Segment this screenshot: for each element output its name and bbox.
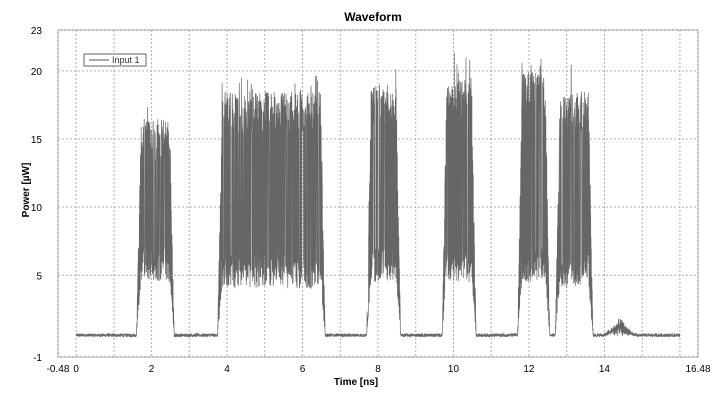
x-tick-label: 16.48 <box>685 364 710 375</box>
x-tick-label: 6 <box>300 364 306 375</box>
series-input-1 <box>75 52 681 339</box>
gridlines <box>57 29 699 358</box>
x-axis-label: Time [ns] <box>334 377 378 388</box>
x-axis-ticks: -0.48 0 2 4 6 8 10 12 14 16.48 <box>47 364 711 375</box>
x-tick-label: 12 <box>523 364 535 375</box>
legend-box <box>83 53 147 67</box>
x-tick-label: 10 <box>448 364 460 375</box>
legend: Input 1 <box>83 53 147 67</box>
y-tick-label: 20 <box>31 67 43 78</box>
x-tick-label: 8 <box>375 364 381 375</box>
y-tick-label: 23 <box>31 26 43 37</box>
chart-title: Waveform <box>344 10 402 24</box>
x-tick-label: -0.48 <box>47 364 70 375</box>
legend-label: Input 1 <box>112 55 140 65</box>
y-axis-label: Power [µW] <box>21 163 32 218</box>
y-axis-ticks: -1 5 10 15 20 23 <box>31 26 43 364</box>
x-tick-label: 14 <box>599 364 611 375</box>
x-tick-label: 2 <box>149 364 155 375</box>
y-tick-label: 10 <box>31 203 43 214</box>
y-tick-label: 15 <box>31 135 43 146</box>
x-tick-label: 0 <box>73 364 79 375</box>
series-line <box>75 52 681 339</box>
x-tick-label: 4 <box>224 364 230 375</box>
y-tick-label: -1 <box>33 353 42 364</box>
y-tick-label: 5 <box>36 271 42 282</box>
